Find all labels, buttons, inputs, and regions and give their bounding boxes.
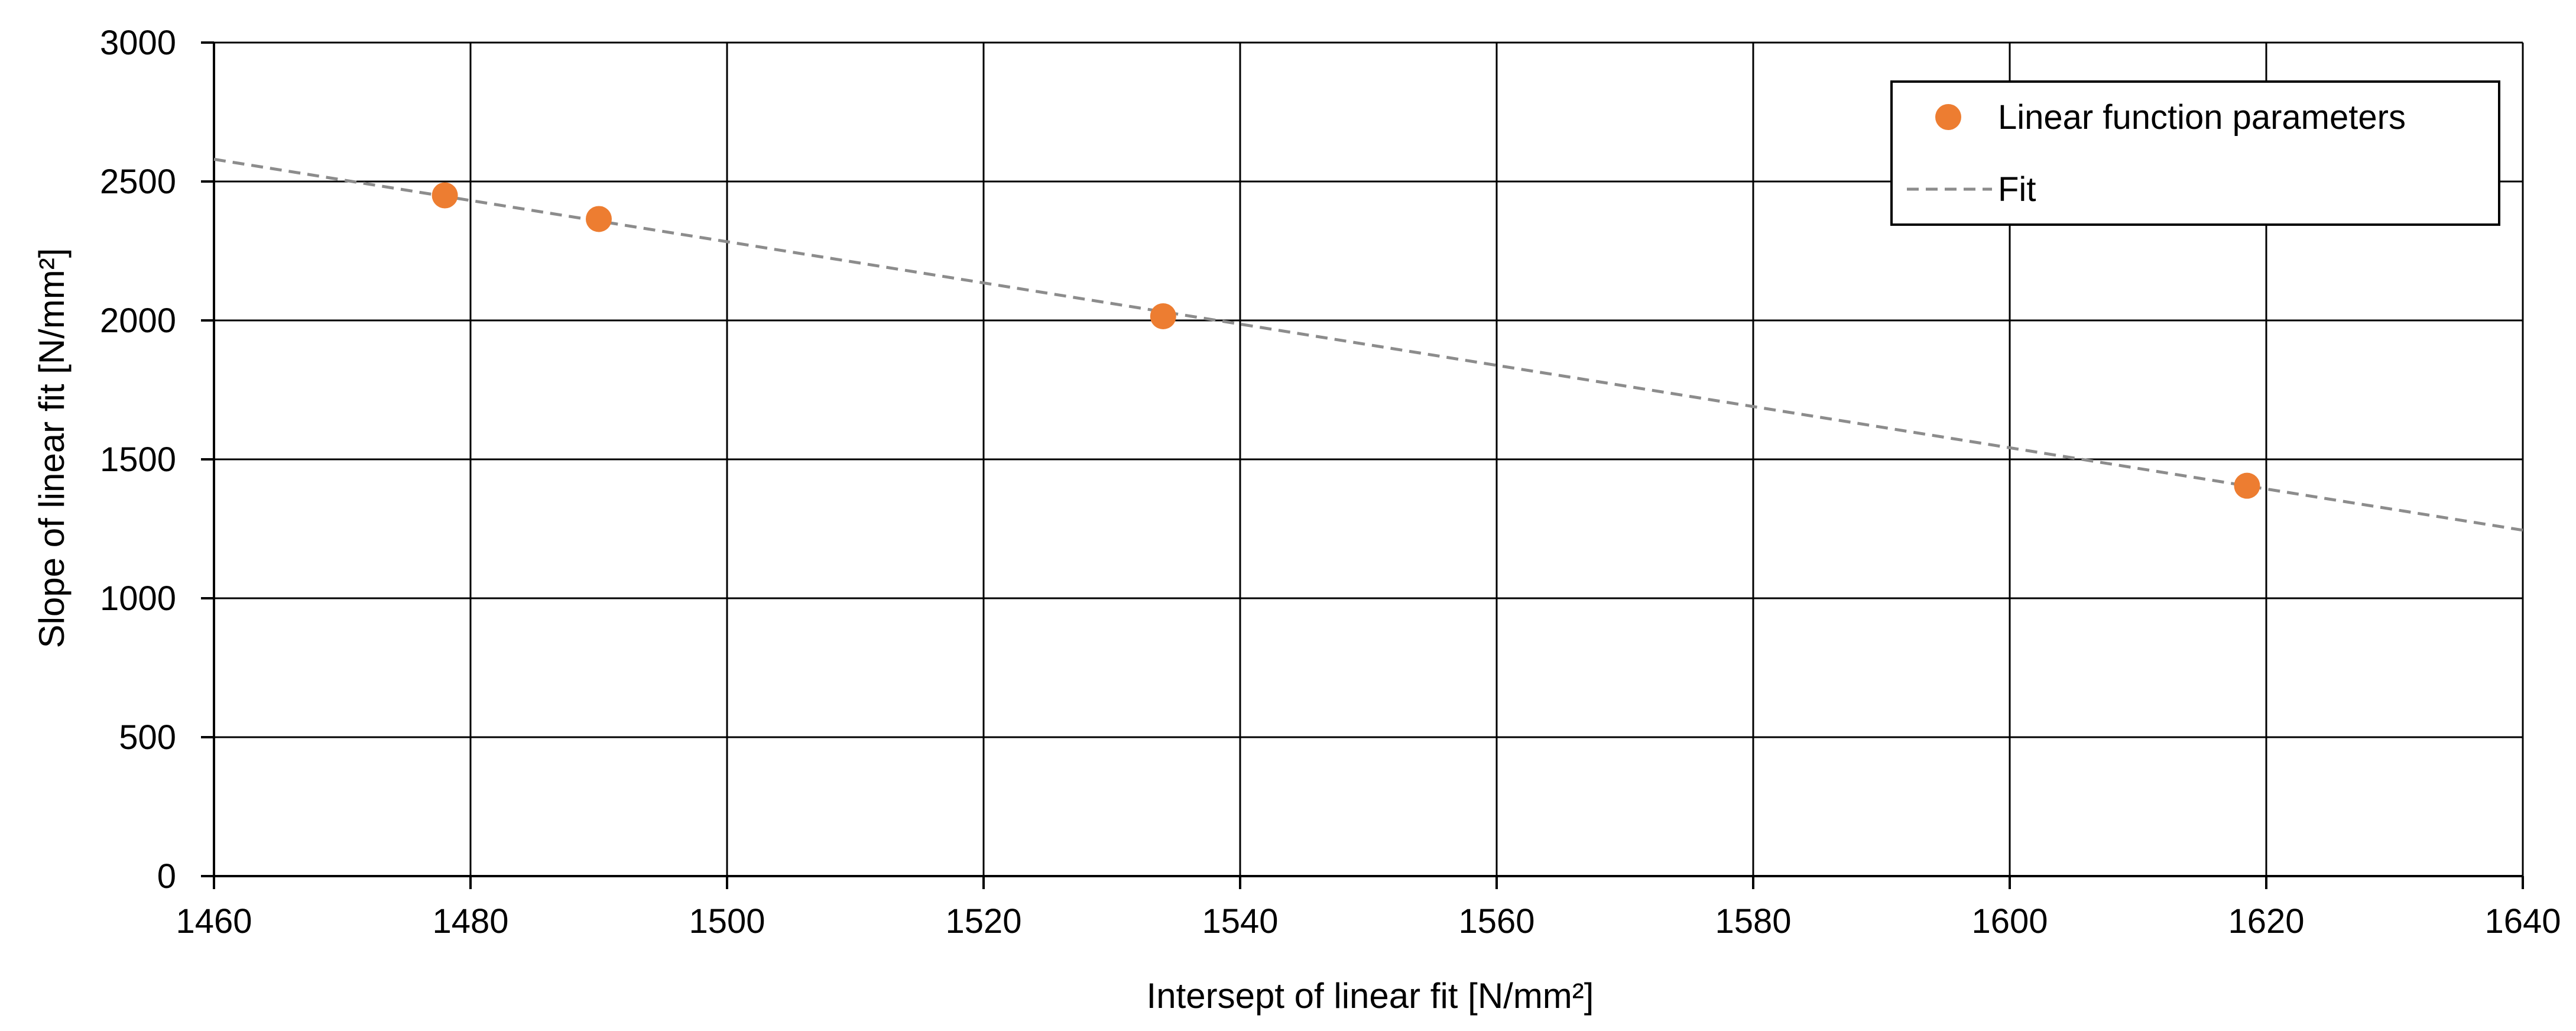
legend-marker-points: [1935, 104, 1961, 130]
y-tick-label-4: 2000: [100, 301, 176, 340]
data-point-3: [2234, 472, 2260, 499]
legend-box: [1890, 80, 2500, 226]
y-tick-label-5: 2500: [100, 163, 176, 201]
data-point-1: [586, 206, 612, 232]
points-layer: [432, 182, 2260, 499]
x-axis-title: Intersept of linear fit [N/mm²]: [1147, 976, 1594, 1016]
x-tick-label-2: 1500: [689, 902, 765, 941]
x-tick-label-1: 1480: [432, 902, 508, 941]
x-tick-label-0: 1460: [176, 902, 252, 941]
tick-labels: 1460 1480 1500 1520 1540 1560 1580 1600 1620 1640…: [100, 24, 2561, 941]
legend-label-points: Linear function parameters: [1998, 98, 2406, 137]
data-point-0: [432, 182, 458, 209]
y-axis-title: Slope of linear fit [N/mm²]: [32, 248, 72, 649]
x-tick-label-3: 1520: [945, 902, 1021, 941]
legend-label-fit: Fit: [1998, 170, 2036, 209]
axes: [201, 41, 2524, 889]
y-tick-label-3: 1500: [100, 440, 176, 479]
data-point-2: [1150, 303, 1176, 329]
x-tick-label-6: 1580: [1715, 902, 1791, 941]
x-tick-label-8: 1620: [2228, 902, 2304, 941]
y-tick-label-2: 1000: [100, 579, 176, 618]
x-tick-label-4: 1540: [1202, 902, 1278, 941]
y-tick-label-6: 3000: [100, 24, 176, 62]
legend: Linear function parameters Fit: [1890, 80, 2500, 226]
x-tick-label-7: 1600: [1971, 902, 2048, 941]
x-tick-label-5: 1560: [1458, 902, 1534, 941]
y-tick-label-0: 0: [157, 857, 176, 896]
x-tick-label-9: 1640: [2484, 902, 2561, 941]
y-tick-label-1: 500: [119, 718, 176, 757]
